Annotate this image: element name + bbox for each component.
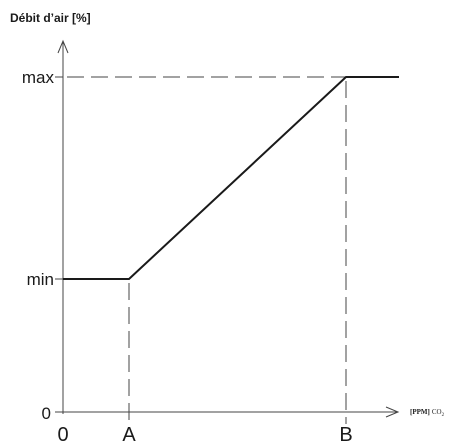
x-axis-title-quantity: CO	[432, 408, 442, 416]
x-axis-arrow	[385, 406, 400, 418]
y-tick-label-zero: 0	[42, 404, 51, 423]
x-axis-title: [PPM] CO2	[410, 408, 445, 418]
x-axis-title-unit: [PPM]	[410, 408, 430, 416]
x-tick-label-b: B	[339, 424, 352, 443]
airflow-curve	[63, 76, 399, 280]
x-axis-title-subscript: 2	[442, 413, 445, 418]
y-axis-title: Débit d’air [%]	[10, 11, 91, 25]
y-axis-arrow	[57, 39, 69, 54]
y-tick-label-min: min	[27, 270, 54, 289]
x-tick-label-zero: 0	[57, 424, 68, 443]
y-tick-label-max: max	[22, 68, 55, 87]
x-tick-label-a: A	[122, 424, 136, 443]
